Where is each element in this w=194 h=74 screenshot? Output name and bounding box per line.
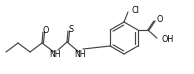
Text: OH: OH <box>162 34 174 44</box>
Text: O: O <box>43 26 49 34</box>
Text: Cl: Cl <box>132 5 140 15</box>
Text: S: S <box>68 24 74 34</box>
Text: O: O <box>157 15 163 24</box>
Text: NH: NH <box>74 50 86 59</box>
Text: NH: NH <box>49 50 61 59</box>
